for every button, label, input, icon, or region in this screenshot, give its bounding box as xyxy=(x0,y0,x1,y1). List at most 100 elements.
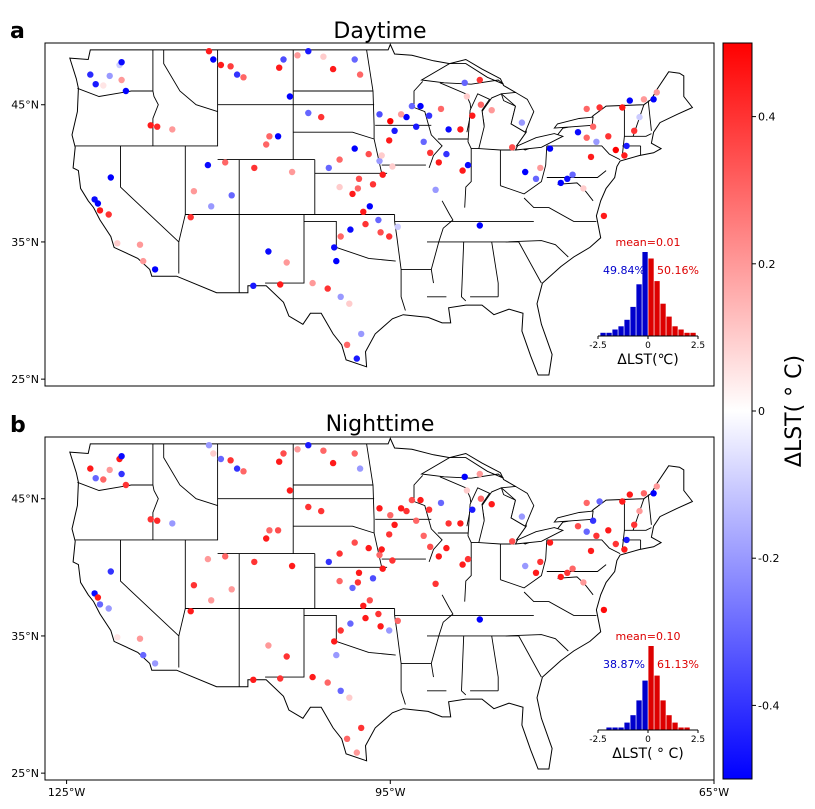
site-point xyxy=(276,458,283,465)
site-point xyxy=(569,171,576,178)
site-point xyxy=(626,491,633,498)
site-point xyxy=(118,470,125,478)
site-point xyxy=(631,521,638,528)
site-point xyxy=(464,555,472,563)
state-boundary xyxy=(413,81,443,169)
site-point xyxy=(288,562,296,570)
site-point xyxy=(435,159,442,166)
inset-neg-pct: 49.84% xyxy=(603,264,645,277)
map-b-outline xyxy=(69,437,694,770)
state-boundary xyxy=(523,591,597,616)
site-point xyxy=(190,582,198,589)
histogram-bar xyxy=(630,715,636,730)
site-point xyxy=(349,584,356,592)
site-point xyxy=(650,490,657,497)
site-point xyxy=(509,538,516,545)
site-point xyxy=(283,259,290,266)
state-boundary xyxy=(163,49,218,113)
site-point xyxy=(154,517,161,524)
x-tick-label: 65°W xyxy=(699,786,729,799)
site-point xyxy=(336,550,343,557)
site-point xyxy=(351,56,358,63)
site-point xyxy=(583,134,590,141)
site-point xyxy=(589,123,597,130)
site-point xyxy=(122,481,130,489)
x-tick-label: 95°W xyxy=(375,786,405,799)
colorbar-tick-label: 0 xyxy=(758,405,765,418)
histogram-bar xyxy=(648,646,654,730)
site-point xyxy=(94,200,102,207)
histogram-bar xyxy=(672,326,678,336)
inset-x-tick-label: 0 xyxy=(645,735,651,745)
site-point xyxy=(283,653,290,660)
site-point xyxy=(574,129,582,136)
histogram-bar xyxy=(666,316,672,336)
site-point xyxy=(353,355,360,362)
inset-x-tick-label: -2.5 xyxy=(589,341,607,351)
site-point xyxy=(379,171,386,178)
state-boundary xyxy=(624,527,652,531)
site-point xyxy=(476,616,483,623)
site-point xyxy=(394,223,401,230)
y-tick-label: 35°N xyxy=(11,630,39,643)
site-point xyxy=(653,89,660,96)
site-point xyxy=(294,52,301,59)
site-point xyxy=(387,512,394,519)
site-point xyxy=(605,527,612,534)
state-boundary xyxy=(557,182,594,202)
site-point xyxy=(337,233,344,240)
site-point xyxy=(251,164,258,172)
site-point xyxy=(309,673,316,681)
site-point xyxy=(136,241,144,248)
state-boundary xyxy=(293,131,375,140)
site-point xyxy=(343,341,351,348)
site-point xyxy=(280,450,287,457)
state-boundary xyxy=(75,49,219,147)
great-lake xyxy=(500,485,535,527)
site-point xyxy=(376,551,383,559)
site-point xyxy=(105,211,112,218)
site-point xyxy=(587,547,595,555)
site-point xyxy=(346,694,353,701)
histogram-bar xyxy=(612,329,618,336)
site-point xyxy=(354,579,362,586)
site-point xyxy=(118,76,125,84)
site-point xyxy=(222,553,229,560)
state-boundary xyxy=(546,170,607,178)
site-point xyxy=(518,513,526,520)
site-point xyxy=(347,620,354,627)
site-point xyxy=(265,248,272,255)
site-point xyxy=(87,465,94,472)
site-point xyxy=(425,506,433,513)
site-point xyxy=(320,447,327,454)
site-point xyxy=(417,102,424,110)
site-point xyxy=(640,490,648,497)
site-point xyxy=(469,112,476,119)
site-point xyxy=(378,546,385,553)
site-point xyxy=(122,87,130,95)
site-point xyxy=(233,71,241,78)
site-point xyxy=(324,679,331,686)
y-tick-label: 35°N xyxy=(11,236,39,249)
site-point xyxy=(377,623,384,630)
site-point xyxy=(432,580,439,587)
site-point xyxy=(151,266,159,273)
site-point xyxy=(190,188,198,195)
site-point xyxy=(94,594,102,601)
site-point xyxy=(408,102,416,110)
state-boundary xyxy=(163,443,218,507)
histogram-bar xyxy=(654,281,660,336)
site-point xyxy=(356,465,364,472)
inset-x-tick-label: -2.5 xyxy=(589,735,607,745)
site-point xyxy=(427,149,434,156)
state-boundary xyxy=(546,564,607,572)
state-boundary xyxy=(557,576,594,596)
inset-title: ΔLST(℃) xyxy=(617,352,678,368)
inset-histogram-a: -2.5 0 2.5 ΔLST(℃) mean=0.01 49.84% 50.16% xyxy=(589,236,705,368)
site-point xyxy=(476,470,483,478)
site-point xyxy=(107,174,115,181)
site-point xyxy=(464,161,472,169)
site-point xyxy=(208,597,215,604)
site-point xyxy=(210,56,217,63)
great-lake xyxy=(514,133,565,151)
